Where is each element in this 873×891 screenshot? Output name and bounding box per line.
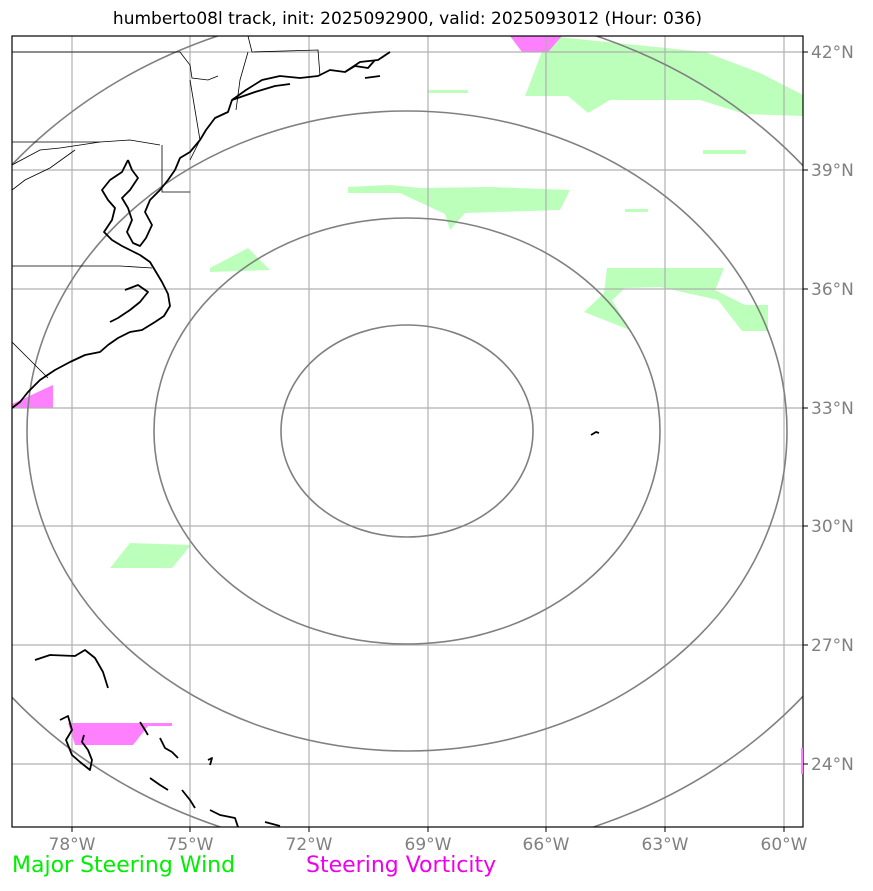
coast-bahamas-7 <box>207 757 213 766</box>
coast-mid-atlantic <box>121 159 176 247</box>
lon-tick-label: 69°W <box>405 835 452 855</box>
lon-tick-label: 75°W <box>167 835 214 855</box>
lon-tick: 63°W <box>642 827 689 855</box>
steering-wind-areas <box>110 36 803 568</box>
legend-wind-label: Major Steering Wind <box>12 853 236 878</box>
coast-bahamas-8 <box>264 821 281 827</box>
coast-bahamas-1 <box>59 715 93 771</box>
lon-tick-label: 66°W <box>523 835 570 855</box>
vorticity-edge-sliver <box>801 748 803 774</box>
latitude-axis: 42°N 39°N 36°N 33°N 30°N 27°N 24°N <box>803 43 854 775</box>
map-title: humberto08l track, init: 2025092900, val… <box>112 9 703 29</box>
legend-vorticity-label: Steering Vorticity <box>306 853 497 878</box>
vorticity-area-west <box>12 385 53 408</box>
lon-tick: 78°W <box>49 827 96 855</box>
lon-tick: 72°W <box>286 827 333 855</box>
wind-area-small-east <box>703 150 746 154</box>
vorticity-area-south <box>68 723 172 745</box>
wind-area-northeast <box>525 36 803 116</box>
legend-steering-wind: Major Steering Wind <box>12 853 235 878</box>
lon-tick: 60°W <box>761 827 808 855</box>
graticule <box>12 36 803 827</box>
lat-tick: 30°N <box>803 517 854 537</box>
coast-bahamas-3 <box>139 721 149 736</box>
range-ring-1 <box>280 324 534 538</box>
wind-area-south <box>110 543 191 568</box>
wind-area-coast <box>210 248 270 272</box>
range-ring-2 <box>153 217 661 645</box>
state-boundaries <box>12 36 321 379</box>
range-rings <box>12 36 803 827</box>
lat-tick: 24°N <box>803 755 854 775</box>
coastlines <box>12 51 600 827</box>
lat-tick-label: 36°N <box>811 280 854 300</box>
wind-area-small-north <box>428 90 468 93</box>
lon-tick-label: 63°W <box>642 835 689 855</box>
lat-tick-label: 30°N <box>811 517 854 537</box>
range-ring-3 <box>26 110 788 752</box>
lon-tick-label: 72°W <box>286 835 333 855</box>
lon-tick-label: 60°W <box>761 835 808 855</box>
coast-bahamas-4 <box>149 777 169 791</box>
lat-tick: 36°N <box>803 280 854 300</box>
lat-tick-label: 24°N <box>811 755 854 775</box>
lat-tick-label: 42°N <box>811 43 854 63</box>
coast-bermuda <box>590 431 600 436</box>
map-frame <box>11 35 804 828</box>
coast-florida <box>34 649 109 689</box>
lon-tick: 66°W <box>523 827 570 855</box>
lat-tick: 39°N <box>803 161 854 181</box>
lon-tick: 75°W <box>167 827 214 855</box>
lat-tick: 42°N <box>803 43 854 63</box>
lon-tick-label: 78°W <box>49 835 96 855</box>
lon-tick: 69°W <box>405 827 452 855</box>
steering-vorticity-areas <box>12 36 562 745</box>
lat-tick-label: 27°N <box>811 636 854 656</box>
longitude-axis: 78°W 75°W 72°W 69°W 66°W 63°W 60°W <box>49 827 808 855</box>
coast-islands <box>364 75 381 79</box>
wind-area-east-mid <box>584 268 768 331</box>
lat-tick-label: 39°N <box>811 161 854 181</box>
lat-tick: 33°N <box>803 399 854 419</box>
wind-area-mid-north <box>348 185 570 230</box>
coast-cape-cod <box>344 59 376 73</box>
coast-long-island <box>231 83 291 101</box>
vorticity-area-north <box>510 36 562 52</box>
coast-chesapeake <box>12 159 171 409</box>
coast-bahamas-2 <box>159 737 179 759</box>
coast-bahamas-5 <box>181 789 196 809</box>
coast-bahamas-6 <box>209 809 239 827</box>
legend-steering-vorticity: Steering Vorticity <box>306 853 496 878</box>
lat-tick-label: 33°N <box>811 399 854 419</box>
lat-tick: 27°N <box>803 636 854 656</box>
coast-new-england <box>174 51 391 171</box>
wind-area-tiny <box>625 209 648 212</box>
coast-pamlico <box>109 284 149 323</box>
